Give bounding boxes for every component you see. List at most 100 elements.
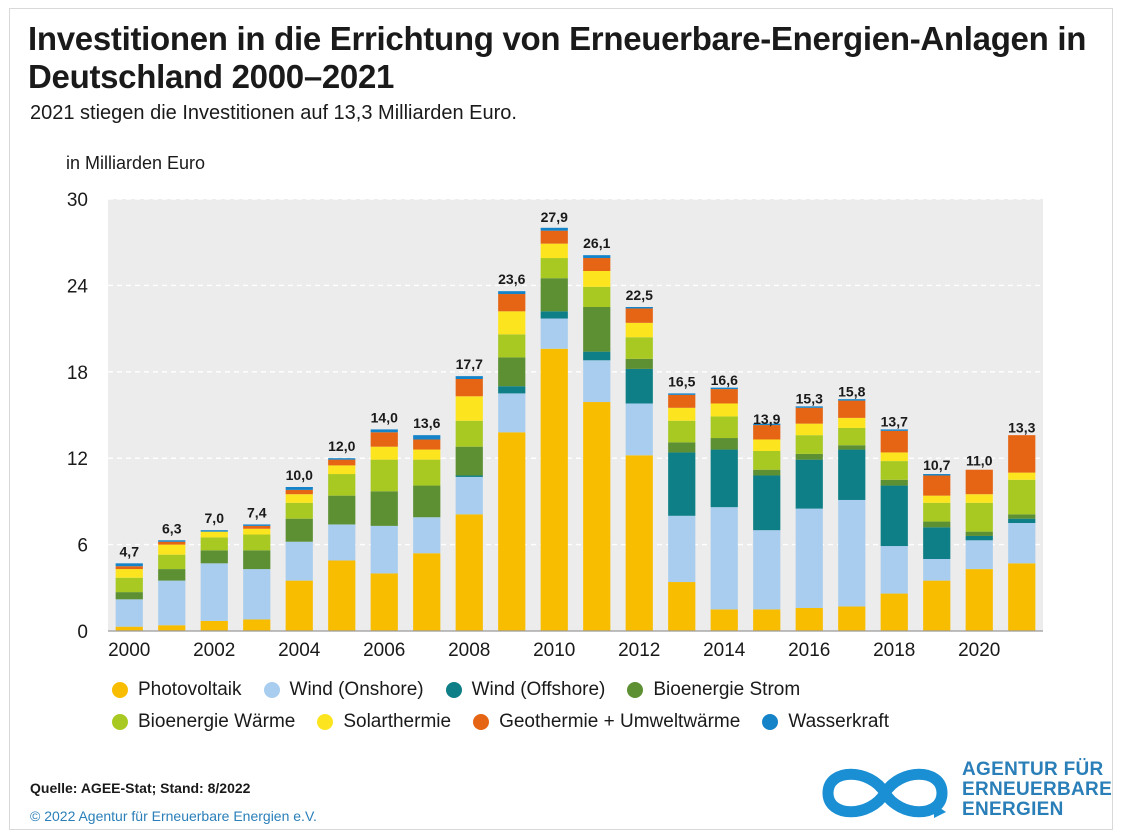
total-label: 14,0 [371, 409, 398, 425]
bar-segment [115, 569, 143, 578]
bar-segment [200, 531, 228, 538]
bar-segment [455, 514, 483, 631]
legend-swatch [473, 714, 490, 730]
bar-segment [498, 357, 526, 387]
bar-segment [1008, 514, 1036, 519]
total-label: 11,0 [966, 453, 993, 469]
bar-segment [1008, 472, 1036, 480]
y-tick-label: 6 [77, 536, 88, 557]
bar-segment [200, 620, 228, 631]
bar-segment [158, 569, 186, 581]
bar-segment [668, 452, 696, 516]
bar-segment [838, 417, 866, 428]
bar-segment [753, 439, 781, 451]
x-tick-label: 2002 [193, 640, 235, 661]
bar-segment [243, 534, 271, 551]
bar-segment [880, 429, 908, 431]
bar-segment [158, 554, 186, 570]
legend-label: Bioenergie Strom [653, 679, 801, 700]
bar-segment [243, 619, 271, 631]
bar-segment [965, 535, 993, 541]
logo-line-1: AGENTUR FÜR [962, 759, 1104, 780]
total-label: 12,0 [328, 438, 355, 454]
bar-segment [200, 550, 228, 564]
bar-segment [583, 271, 611, 287]
bar-segment [158, 541, 186, 545]
bar-segment [498, 432, 526, 631]
bar-segment [965, 494, 993, 503]
bar-segment [753, 451, 781, 470]
bar-segment [583, 351, 611, 361]
bar-segment [370, 491, 398, 526]
bar-segment [880, 461, 908, 480]
total-label: 7,4 [247, 504, 267, 520]
legend-item: Wind (Onshore) [263, 679, 424, 701]
bar-segment [965, 540, 993, 570]
bar-segment [880, 452, 908, 462]
legend-swatch [112, 714, 128, 730]
bar-segment [115, 563, 143, 567]
bar-segment [413, 449, 441, 460]
bar-segment [285, 518, 313, 542]
total-label: 22,5 [626, 287, 653, 303]
x-tick-label: 2004 [278, 640, 321, 661]
bar-segment [540, 227, 568, 231]
bar-segment [413, 553, 441, 631]
legend-item: Bioenergie Strom [627, 679, 800, 701]
bar-segment [455, 446, 483, 476]
bar-segment [668, 442, 696, 453]
bar-segment [285, 494, 313, 503]
x-tick-label: 2008 [448, 640, 490, 661]
legend-item: Wind (Offshore) [445, 679, 605, 701]
legend-item: Geothermie + Umweltwärme [473, 711, 740, 733]
total-label: 13,6 [413, 415, 440, 431]
legend-item: Solarthermie [317, 711, 451, 733]
bar-segment [668, 393, 696, 395]
bar-segment [583, 307, 611, 352]
bar-segment [668, 515, 696, 583]
bar-segment [923, 502, 951, 522]
bar-segment [540, 258, 568, 279]
bar-segment [923, 580, 951, 631]
logo-wordmark: AGENTUR FÜR ERNEUERBARE ENERGIEN [962, 760, 1112, 820]
total-label: 15,8 [838, 383, 865, 399]
bar-segment [370, 459, 398, 492]
bar-segment [370, 573, 398, 631]
bar-segment [795, 423, 823, 436]
bar-segment [880, 546, 908, 594]
bar-segment [413, 485, 441, 518]
bar-segment [158, 580, 186, 626]
total-label: 26,1 [583, 235, 610, 251]
figure-frame [9, 8, 1113, 830]
total-label: 13,3 [1008, 419, 1035, 435]
legend-swatch [762, 714, 779, 730]
bar-segment [583, 360, 611, 403]
bar-segment [328, 524, 356, 561]
bar-segment [370, 446, 398, 460]
bar-segment [668, 394, 696, 408]
bar-segment [753, 475, 781, 531]
bar-segment [710, 609, 738, 631]
bar-segment [923, 495, 951, 503]
bar-segment [498, 334, 526, 358]
bar-segment [583, 286, 611, 307]
bar-segment [455, 379, 483, 397]
bar-segment [795, 459, 823, 509]
bar-segment [923, 559, 951, 581]
bar-segment [200, 530, 228, 532]
total-label: 16,6 [711, 372, 738, 388]
bar-segment [498, 291, 526, 295]
bar-segment [880, 485, 908, 547]
total-label: 23,6 [498, 271, 525, 287]
legend-swatch [317, 714, 334, 730]
y-tick-label: 30 [67, 190, 88, 211]
logo-line-3: ENERGIEN [962, 799, 1064, 820]
bar-segment [880, 593, 908, 631]
bar-segment [285, 487, 313, 490]
bar-segment [753, 530, 781, 610]
bar-segment [243, 528, 271, 535]
bar-segment [965, 502, 993, 532]
bar-segment [923, 521, 951, 528]
bar-segment [158, 540, 186, 542]
legend-label: Solarthermie [343, 711, 452, 732]
